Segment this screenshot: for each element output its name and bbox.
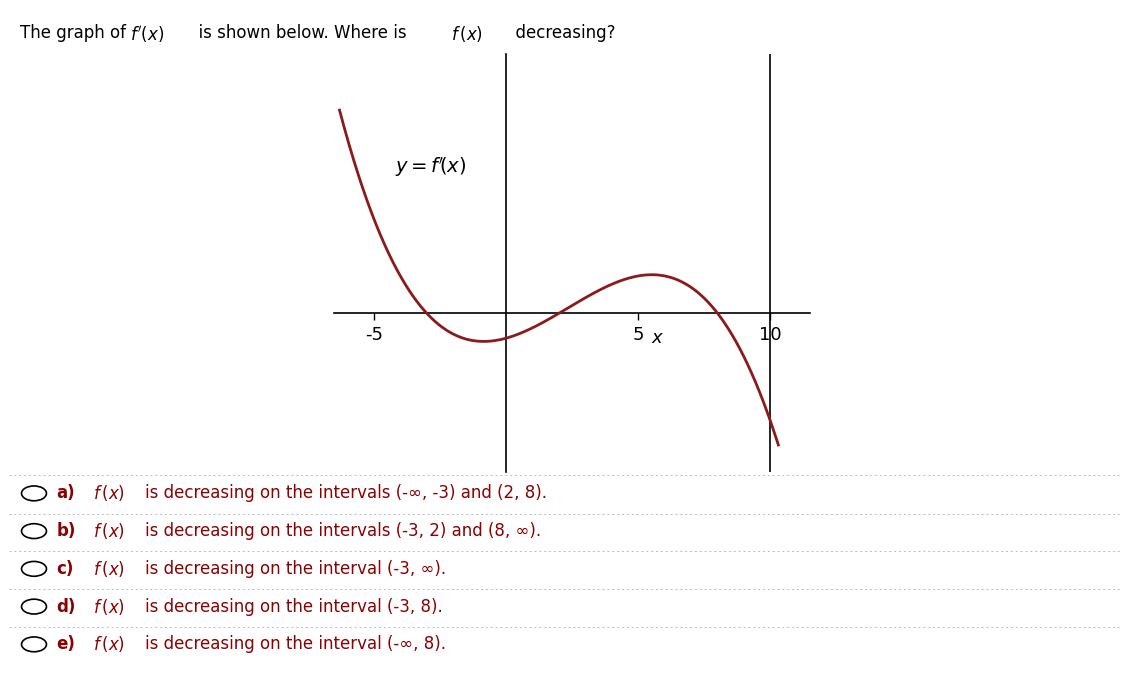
Text: x: x (651, 329, 662, 347)
Text: $f'(x)$: $f'(x)$ (130, 24, 164, 44)
Text: is decreasing on the interval (-3, 8).: is decreasing on the interval (-3, 8). (145, 598, 443, 615)
Text: The graph of: The graph of (20, 24, 131, 42)
Text: $f\,(x)$: $f\,(x)$ (93, 596, 125, 617)
Text: is decreasing on the intervals (-∞, -3) and (2, 8).: is decreasing on the intervals (-∞, -3) … (145, 485, 547, 502)
Text: $f\,(x)$: $f\,(x)$ (93, 634, 125, 654)
Text: is decreasing on the interval (-∞, 8).: is decreasing on the interval (-∞, 8). (145, 636, 446, 653)
Text: $f\,(x)$: $f\,(x)$ (93, 559, 125, 579)
Text: is decreasing on the interval (-3, ∞).: is decreasing on the interval (-3, ∞). (145, 560, 446, 578)
Text: c): c) (57, 560, 74, 578)
Text: $f\,(x)$: $f\,(x)$ (451, 24, 483, 44)
Text: $f\,(x)$: $f\,(x)$ (93, 521, 125, 541)
Text: d): d) (57, 598, 76, 615)
Text: a): a) (57, 485, 75, 502)
Text: e): e) (57, 636, 76, 653)
Text: $f\,(x)$: $f\,(x)$ (93, 483, 125, 503)
Text: $y = f\,\!'\!(x)$: $y = f\,\!'\!(x)$ (395, 155, 467, 179)
Text: is shown below. Where is: is shown below. Where is (188, 24, 412, 42)
Text: b): b) (57, 522, 76, 540)
Text: is decreasing on the intervals (-3, 2) and (8, ∞).: is decreasing on the intervals (-3, 2) a… (145, 522, 542, 540)
Text: decreasing?: decreasing? (505, 24, 616, 42)
